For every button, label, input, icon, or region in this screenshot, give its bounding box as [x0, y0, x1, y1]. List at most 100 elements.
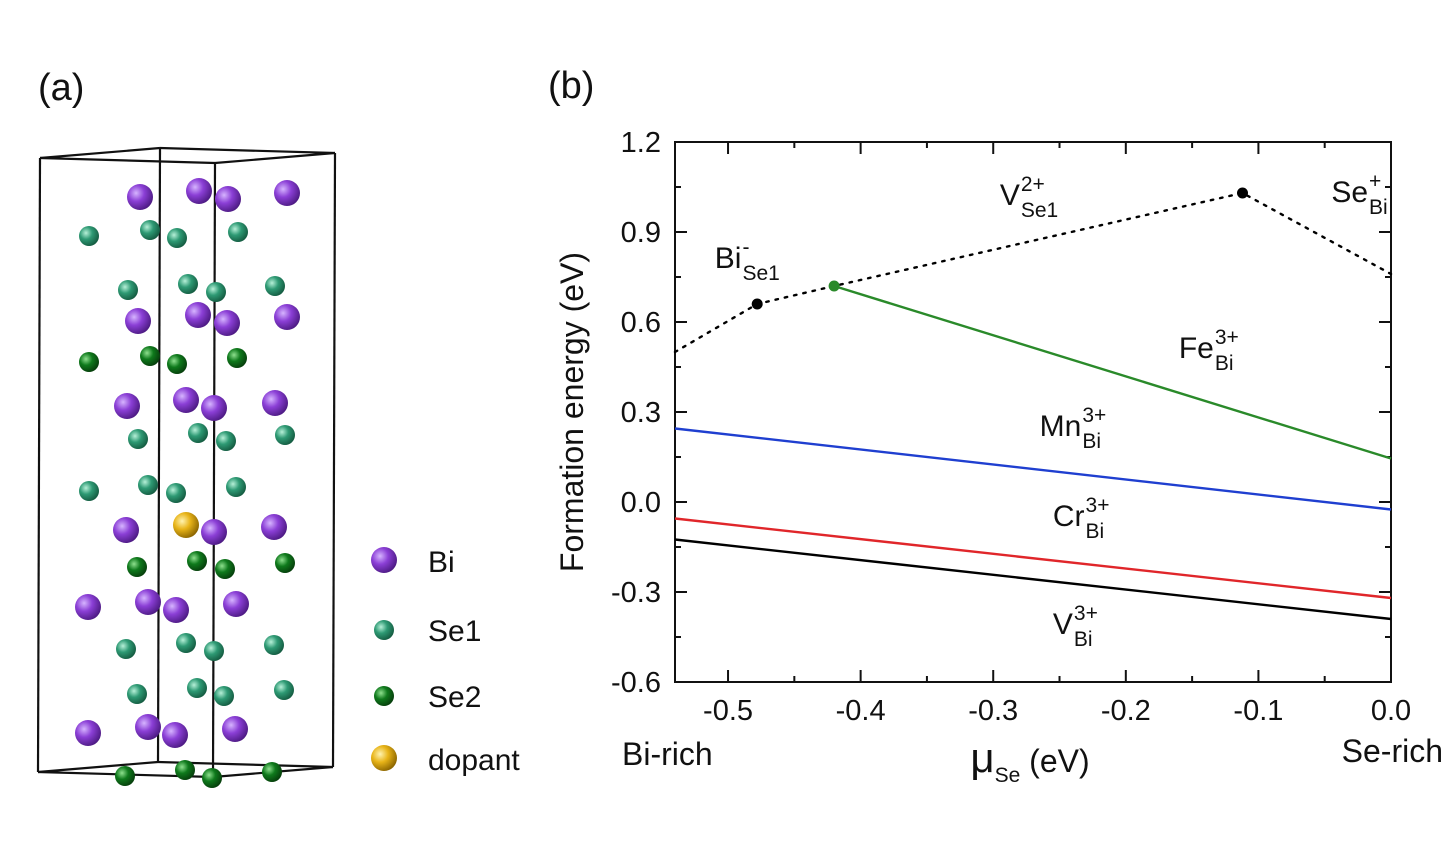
- x-tick-label: -0.2: [1101, 695, 1151, 727]
- annotation-subscript: Bi: [1074, 628, 1093, 651]
- atom-bi: [201, 519, 227, 545]
- cell-edge: [331, 152, 337, 768]
- atom-se1: [128, 429, 148, 449]
- cell-edge: [36, 157, 42, 773]
- atom-se2: [227, 348, 247, 368]
- atom-bi: [214, 310, 240, 336]
- legend-se1-swatch: [374, 620, 394, 640]
- axis-ticks: -0.6 -0.3 0.0 0.3 0.6 0.9 1.2 -0.5 -0.4 -0.3 -0.2 -…: [611, 127, 1411, 727]
- atom-se1: [167, 228, 187, 248]
- atom-se2: [262, 762, 282, 782]
- annotation-cr_bi: Cr 3+ Bi: [1053, 494, 1110, 543]
- x-axis-title: μSe (eV): [970, 734, 1089, 787]
- atom-bi: [125, 308, 151, 334]
- legend-bi-label: Bi: [428, 546, 455, 579]
- atom-bi: [186, 178, 212, 204]
- atom-se1: [127, 684, 147, 704]
- cell-edge: [211, 162, 217, 778]
- atom-bi: [262, 390, 288, 416]
- atom-se1: [275, 425, 295, 445]
- panel-a: (a) Bi Se1 Se2 dopant: [36, 67, 520, 788]
- atom-bi: [222, 716, 248, 742]
- annotation-subscript: Bi: [1086, 520, 1105, 543]
- annotation-base: Mn: [1040, 410, 1082, 443]
- x-tick-label: -0.3: [968, 695, 1018, 727]
- atom-se2: [127, 557, 147, 577]
- annotation-subscript: Bi: [1215, 352, 1234, 375]
- cell-edge: [37, 760, 159, 774]
- x-axis-symbol: μ: [970, 734, 994, 781]
- annotation-superscript: +: [1369, 170, 1381, 193]
- y-tick-label: -0.6: [611, 667, 661, 699]
- atom-bi: [114, 393, 140, 419]
- atom-se1: [206, 282, 226, 302]
- atom-se1: [188, 423, 208, 443]
- series-line-v: [674, 538, 1392, 621]
- annotation-subscript: Se1: [742, 262, 779, 285]
- atom-bi: [75, 720, 101, 746]
- annotation-fe_bi: Fe 3+ Bi: [1179, 326, 1239, 375]
- atom-bi: [135, 589, 161, 615]
- annotation-base: Fe: [1179, 332, 1214, 365]
- y-tick-label: 0.9: [621, 217, 661, 249]
- annotation-v_bi: V 3+ Bi: [1053, 602, 1098, 651]
- atom-bi: [173, 387, 199, 413]
- atom-bi: [215, 186, 241, 212]
- annotation-bi_se1: Bi - Se1: [715, 236, 780, 285]
- atom-se2: [115, 766, 135, 786]
- atom-se1: [187, 678, 207, 698]
- atom-se1: [118, 280, 138, 300]
- atom-se1: [166, 483, 186, 503]
- annotation-superscript: 2+: [1021, 173, 1045, 196]
- plot-frame: [674, 141, 1392, 683]
- transition-point-marker: [1236, 187, 1248, 199]
- x-left-end-label: Bi-rich: [622, 736, 713, 772]
- series-lines: [673, 187, 1393, 621]
- legend-se1-label: Se1: [428, 615, 481, 648]
- panel-b-label: (b): [548, 65, 594, 107]
- atom-bi: [261, 514, 287, 540]
- annotation-mn_bi: Mn 3+ Bi: [1040, 404, 1107, 453]
- cell-edge: [214, 151, 336, 165]
- y-tick-label: 0.3: [621, 397, 661, 429]
- y-tick-label: 0.0: [621, 487, 661, 519]
- atom-se1: [216, 431, 236, 451]
- annotation-superscript: 3+: [1082, 404, 1106, 427]
- atom-se1: [79, 481, 99, 501]
- atom-dopant: [173, 512, 199, 538]
- atom-se1: [204, 641, 224, 661]
- atom-bi: [127, 184, 153, 210]
- annotation-subscript: Bi: [1082, 430, 1101, 453]
- series-line-mn: [674, 427, 1392, 511]
- annotation-subscript: Bi: [1369, 196, 1388, 219]
- x-axis-subscript: Se: [995, 764, 1021, 787]
- x-right-end-label: Se-rich: [1342, 733, 1443, 769]
- atom-se1: [176, 633, 196, 653]
- annotation-superscript: 3+: [1074, 602, 1098, 625]
- legend-se2-label: Se2: [428, 681, 481, 714]
- atom-se2: [140, 346, 160, 366]
- atom-bi: [163, 597, 189, 623]
- atom-se1: [138, 475, 158, 495]
- x-tick-label: -0.4: [836, 695, 886, 727]
- atom-bi: [274, 180, 300, 206]
- annotation-base: V: [1000, 179, 1020, 212]
- annotation-subscript: Se1: [1021, 199, 1058, 222]
- atom-bi: [185, 302, 211, 328]
- series-line-fe: [833, 284, 1392, 460]
- atom-se2: [175, 760, 195, 780]
- structure-legend: Bi Se1 Se2 dopant: [371, 546, 520, 777]
- y-tick-label: -0.3: [611, 577, 661, 609]
- annotation-base: Se: [1331, 176, 1368, 209]
- atom-se2: [275, 553, 295, 573]
- atom-se1: [228, 222, 248, 242]
- atom-se1: [265, 276, 285, 296]
- cell-edge: [39, 146, 161, 160]
- atom-se2: [215, 559, 235, 579]
- atom-bi: [274, 304, 300, 330]
- atom-se1: [214, 686, 234, 706]
- atom-bi: [135, 714, 161, 740]
- cell-edge: [39, 156, 216, 165]
- atom-bi: [162, 722, 188, 748]
